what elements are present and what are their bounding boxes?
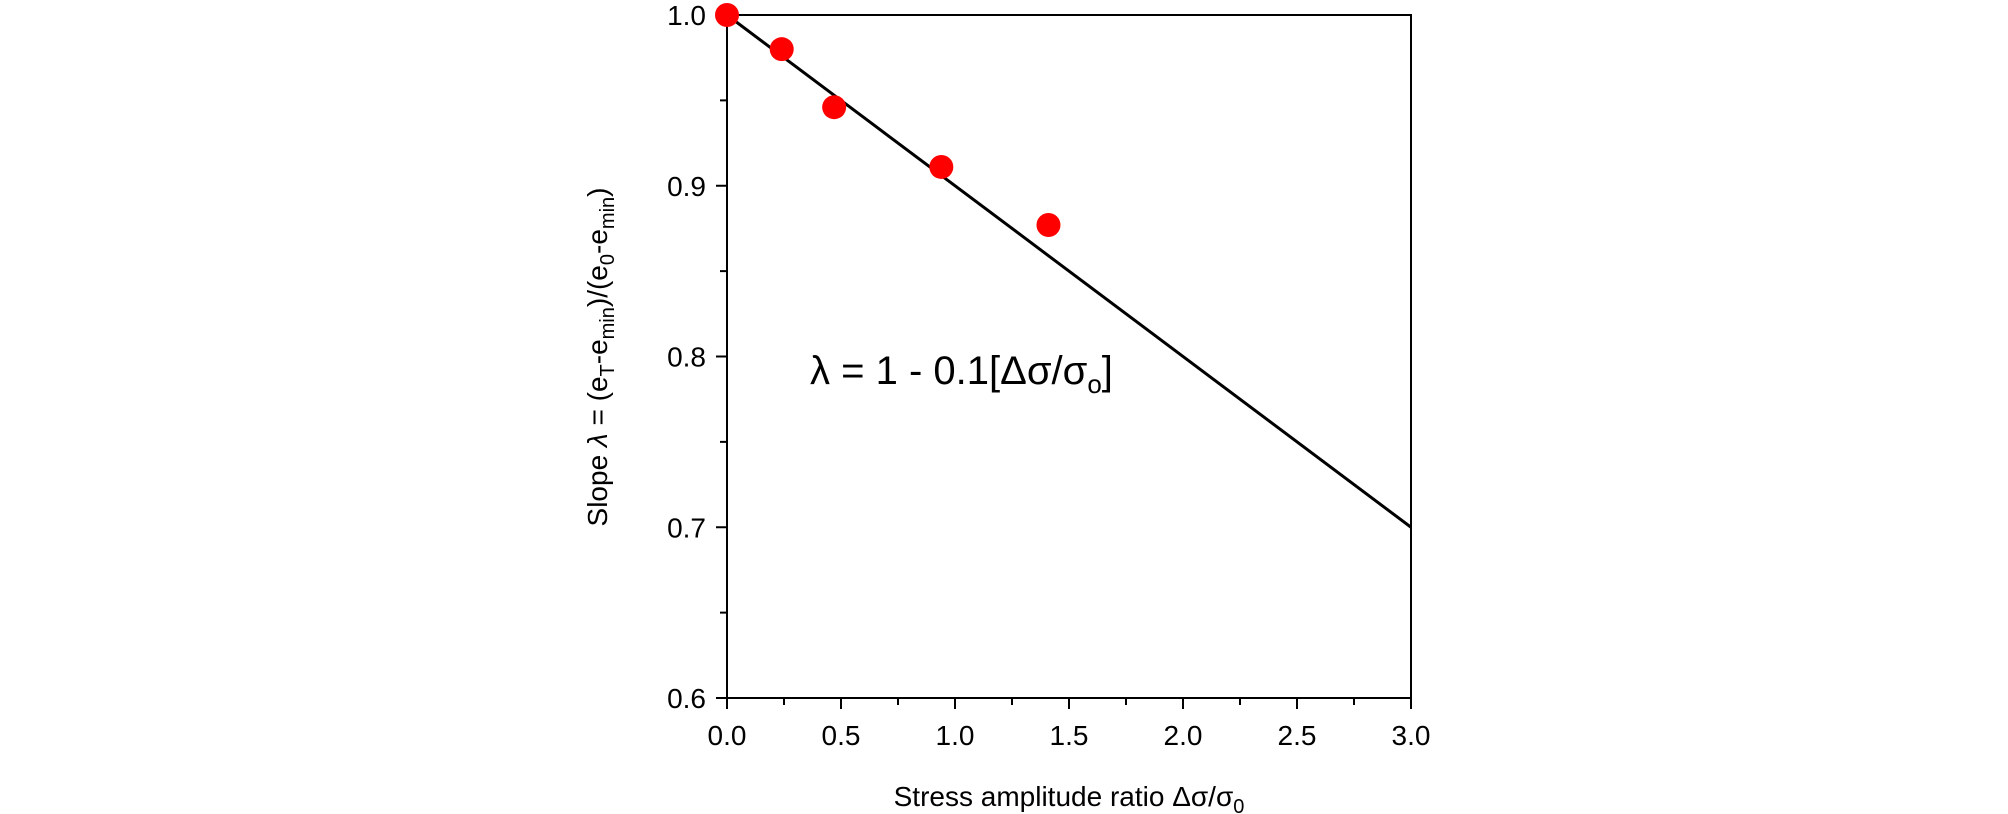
x-tick-label: 3.0 — [1392, 720, 1431, 751]
fit-line — [726, 13, 1412, 529]
y-tick-label: 0.7 — [667, 512, 706, 543]
y-tick-label: 1.0 — [667, 0, 706, 31]
data-point — [715, 3, 739, 27]
x-axis-title: Stress amplitude ratio Δσ/σ0 — [894, 781, 1245, 814]
x-tick-label: 0.5 — [822, 720, 861, 751]
y-axis-title: Slope λ = (eT-emin)/(e0-emin) — [582, 188, 619, 527]
y-tick-label: 0.6 — [667, 683, 706, 714]
data-point — [769, 37, 794, 62]
data-points — [715, 3, 1061, 238]
y-tick-label: 0.9 — [667, 171, 706, 202]
y-tick-labels: 0.6 0.7 0.8 0.9 1.0 — [667, 0, 706, 714]
equation-annotation: λ = 1 - 0.1[Δσ/σo] — [810, 349, 1113, 399]
x-tick-label: 0.0 — [708, 720, 747, 751]
data-point — [822, 95, 847, 120]
x-tick-label: 2.5 — [1278, 720, 1317, 751]
data-point — [929, 154, 954, 179]
x-tick-labels: 0.0 0.5 1.0 1.5 2.0 2.5 3.0 — [708, 720, 1431, 751]
x-tick-label: 2.0 — [1164, 720, 1203, 751]
x-tick-label: 1.5 — [1050, 720, 1089, 751]
x-tick-label: 1.0 — [936, 720, 975, 751]
data-point — [1036, 213, 1061, 238]
y-tick-label: 0.8 — [667, 342, 706, 373]
